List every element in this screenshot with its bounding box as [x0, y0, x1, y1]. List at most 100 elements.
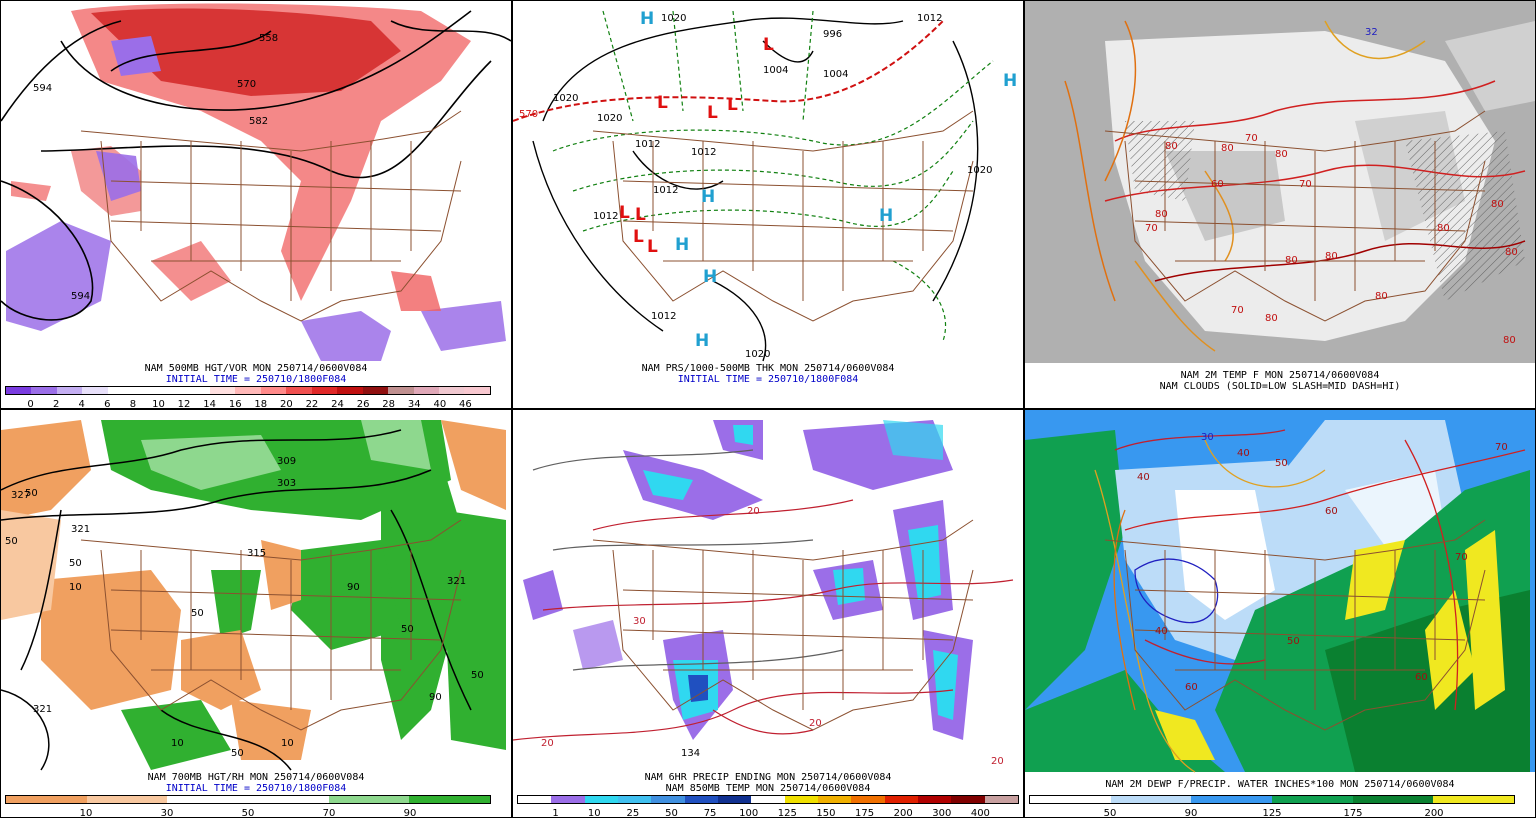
contour-label: 50 [471, 670, 484, 681]
colorbar-swatch [438, 387, 465, 394]
colorbar-tick-label: 34 [407, 399, 421, 409]
contour-label: 309 [277, 456, 296, 467]
colorbar-swatch [6, 796, 47, 803]
colorbar-swatch [311, 387, 338, 394]
colorbar-swatch [1150, 796, 1192, 803]
high-pressure-marker: H [640, 9, 655, 29]
high-pressure-marker: H [695, 331, 710, 351]
colorbar-tick-label: 25 [626, 808, 640, 818]
contour-label: 315 [247, 548, 266, 559]
colorbar-tick-label: 150 [816, 808, 836, 818]
contour-label: 50 [25, 488, 38, 499]
colorbar-tick-label: 90 [403, 808, 417, 818]
panel-init-time: INITIAL TIME = 250710/1800F084 [677, 374, 859, 385]
state-borders [80, 519, 462, 731]
low-pressure-marker: L [657, 93, 668, 113]
contour-label: 80 [1503, 335, 1516, 346]
colorbar-swatch [984, 796, 1018, 803]
low-pressure-marker: L [619, 203, 630, 223]
colorbar-tick-label: 75 [703, 808, 717, 818]
contour-label: 582 [249, 116, 268, 127]
colorbar-swatch [388, 387, 414, 394]
contour-label: 570 [237, 79, 256, 90]
colorbar-swatch [617, 796, 652, 803]
colorbar-tick-label: 16 [228, 399, 242, 409]
colorbar-swatch [651, 796, 685, 803]
colorbar-tick-label: 300 [932, 808, 952, 818]
pwat-shading [1025, 420, 1530, 772]
contour-label: 10 [281, 738, 294, 749]
high-pressure-marker: H [675, 235, 690, 255]
colorbar-tick-label: 46 [459, 399, 472, 409]
colorbar-swatch [46, 796, 87, 803]
relative-humidity-shading [1, 420, 506, 770]
panel-700mb-hgt-rh: 327 321 309 303 315 321 321 50 50 50 50 … [0, 409, 512, 818]
contour-label: 70 [1145, 223, 1158, 234]
contour-labels: 30 20 20 20 20 134 [541, 506, 1004, 767]
colorbar-tick-label: 125 [777, 808, 797, 818]
colorbar-swatch [167, 796, 208, 803]
contour-label: 50 [1287, 636, 1300, 647]
colorbar-swatch [260, 387, 287, 394]
contour-label: 594 [33, 83, 52, 94]
colorbar-tick-label: 22 [305, 399, 319, 409]
contour-label: 321 [447, 576, 466, 587]
contour-label: 20 [541, 738, 554, 749]
colorbar-tick-label: 175 [854, 808, 875, 818]
colorbar-swatch [82, 387, 108, 394]
contour-label: 70 [1245, 133, 1258, 144]
low-pressure-marker: L [727, 95, 738, 115]
contour-label: 60 [1415, 672, 1428, 683]
colorbar-tick-label: 40 [433, 399, 447, 409]
colorbar-swatch [851, 796, 885, 803]
colorbar-swatch [362, 387, 389, 394]
high-pressure-marker: H [703, 267, 718, 287]
contour-label: 50 [191, 608, 204, 619]
contour-label: 70 [1495, 442, 1508, 453]
colorbar-tick-label: 50 [665, 808, 678, 818]
contour-label: 1020 [745, 349, 770, 360]
contour-label: 30 [633, 616, 646, 627]
colorbar-tick-label: 10 [587, 808, 601, 818]
colorbar-swatch [518, 796, 552, 803]
colorbar-tick-label: 90 [1184, 808, 1198, 818]
contour-label: 1012 [651, 311, 676, 322]
contour-label: 80 [1437, 223, 1450, 234]
colorbar-swatch [817, 796, 852, 803]
colorbar-swatch [584, 796, 618, 803]
colorbar-precip [517, 795, 1019, 804]
colorbar-swatch [1312, 796, 1353, 803]
map-precip-850-temp: 30 20 20 20 20 134 [513, 420, 1014, 767]
contour-label: 996 [823, 29, 842, 40]
colorbar-tick-label: 12 [177, 399, 191, 409]
colorbar-tick-label: 400 [970, 808, 990, 818]
contour-label: 80 [1275, 149, 1288, 160]
colorbar-swatch [133, 387, 159, 394]
colorbar-swatch [951, 796, 985, 803]
contour-label: 1020 [967, 165, 992, 176]
colorbar-swatch [56, 387, 83, 394]
colorbar-ticks: 1 10 25 50 75 100 125 150 175 200 300 400 [517, 808, 1019, 818]
low-pressure-marker: L [707, 103, 718, 123]
contour-label: 60 [1185, 682, 1198, 693]
contour-label: 90 [429, 692, 442, 703]
colorbar-tick-label: 50 [1103, 808, 1117, 818]
contour-labels: 594 558 570 582 594 [33, 33, 278, 302]
contour-label: 60 [1325, 506, 1338, 517]
contour-label: 20 [991, 756, 1004, 767]
colorbar-tick-label: 1 [552, 808, 559, 818]
colorbar-swatch [86, 796, 127, 803]
contour-label: 80 [1325, 251, 1338, 262]
colorbar-swatch [717, 796, 752, 803]
contour-label: 1012 [653, 185, 678, 196]
colorbar-swatch [209, 387, 236, 394]
high-pressure-marker: H [701, 187, 716, 207]
colorbar-swatch [409, 796, 450, 803]
low-pressure-marker: L [633, 227, 644, 247]
colorbar-tick-label: 8 [129, 399, 137, 409]
state-borders [80, 110, 462, 322]
colorbar-swatch [207, 796, 248, 803]
contour-label: 80 [1375, 291, 1388, 302]
panel-caption-legend: NAM CLOUDS (SOLID=LOW SLASH=MID DASH=HI) [1159, 381, 1401, 392]
colorbar-tick-label: 6 [104, 399, 111, 409]
